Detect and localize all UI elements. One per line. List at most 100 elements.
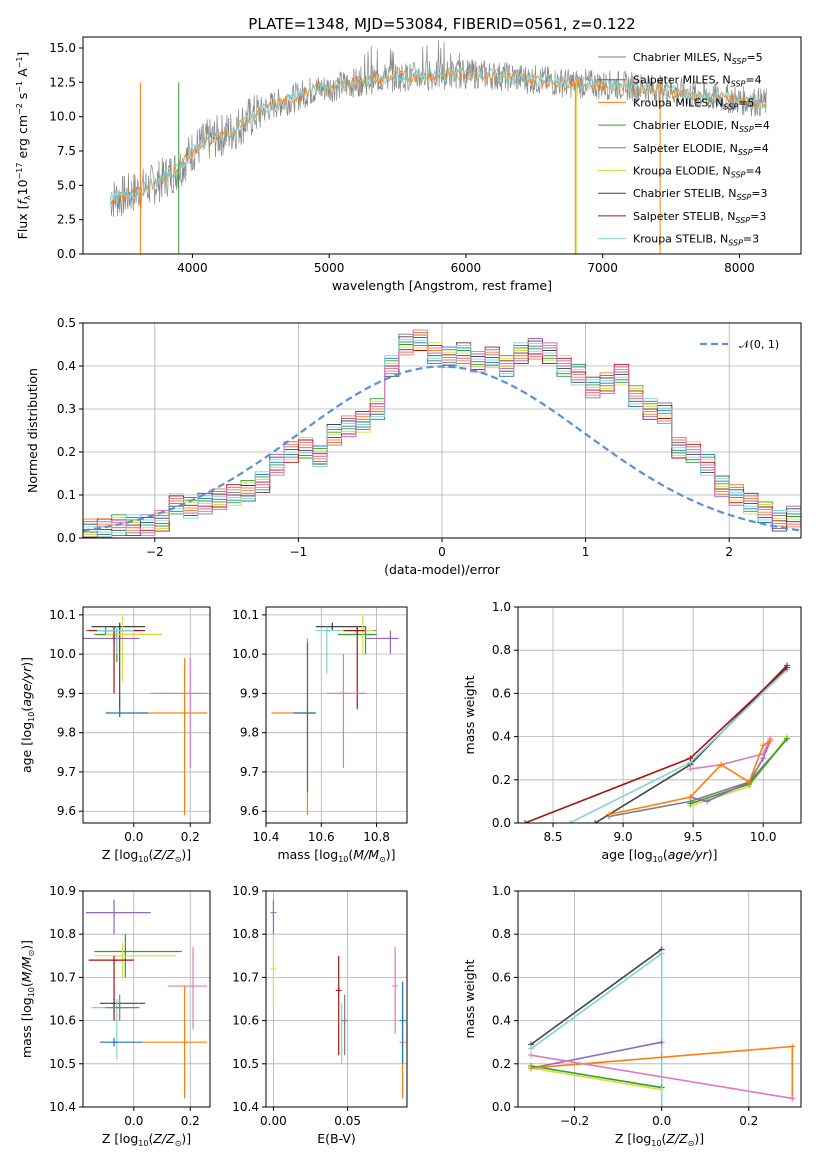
x-tick-label: −1 <box>290 545 308 559</box>
y-tick-label: 0.5 <box>57 316 76 330</box>
x-tick-label: 0.0 <box>124 830 143 844</box>
y-axis-label: age [log10(age/yr)] <box>19 657 36 773</box>
x-tick-label: 6000 <box>451 261 482 275</box>
y-tick-label: 0.8 <box>492 927 511 941</box>
y-tick-label: 0.4 <box>57 359 76 373</box>
y-tick-label: 10.6 <box>49 1014 76 1028</box>
y-tick-label: 0.0 <box>57 247 76 261</box>
y-axis-label: mass weight <box>462 959 477 1038</box>
axes-frame <box>517 606 802 824</box>
y-tick-label: 10.4 <box>49 1100 76 1114</box>
data-point <box>116 1004 123 1011</box>
y-tick-label: 10.7 <box>49 970 76 984</box>
x-tick-label: 4000 <box>177 261 208 275</box>
x-axis-label: wavelength [Angstrom, rest frame] <box>332 278 552 293</box>
y-tick-label: 0.2 <box>57 445 76 459</box>
y-tick-label: 10.9 <box>232 884 259 898</box>
data-point <box>113 627 120 634</box>
mass-weight-marker <box>658 1054 665 1061</box>
legend-label: Salpeter MILES, NSSP=4 <box>633 74 762 89</box>
axes-frame <box>82 322 802 539</box>
x-tick-label: 10.0 <box>750 830 777 844</box>
y-tick-label: 10.6 <box>232 1014 259 1028</box>
mass-weight-marker <box>658 1104 665 1107</box>
mass-weight-marker <box>783 735 790 742</box>
data-point <box>329 623 336 630</box>
legend-label: Kroupa ELODIE, NSSP=4 <box>633 165 762 180</box>
mass-weight-line <box>531 1045 794 1099</box>
x-tick-label: 8.5 <box>543 830 562 844</box>
data-point <box>362 631 369 638</box>
y-tick-label: 9.9 <box>57 686 76 700</box>
plot-area <box>83 329 801 538</box>
mass-weight-line <box>608 740 771 816</box>
mass-weight-line <box>530 1041 662 1069</box>
data-point <box>387 635 394 642</box>
mass-weight-marker <box>658 950 665 957</box>
y-tick-label: 0.0 <box>57 531 76 545</box>
mass-weight-marker <box>687 800 694 807</box>
mass-weight-line <box>594 664 788 823</box>
x-tick-label: 5000 <box>314 261 345 275</box>
mass-weight-marker <box>528 1065 535 1072</box>
y-tick-label: 10.1 <box>49 608 76 622</box>
legend-label: Kroupa STELIB, NSSP=3 <box>633 233 759 248</box>
mass-weight-marker <box>606 811 613 818</box>
x-tick-label: 0 <box>438 545 446 559</box>
mass-weight-marker <box>528 1045 535 1052</box>
data-point <box>116 710 123 717</box>
panel-5: 0.0 0.2 10.4 10.5 10.6 10.7 10.8 10.9 Z [log10(Z… <box>19 884 211 1148</box>
mass-weight-marker <box>746 778 753 785</box>
y-axis-label: mass weight <box>462 675 477 754</box>
plot-area <box>522 662 790 823</box>
y-tick-label: 2.5 <box>57 213 76 227</box>
x-tick-label: 10.6 <box>308 830 335 844</box>
mass-weight-marker <box>760 750 767 757</box>
y-tick-label: 10.9 <box>49 884 76 898</box>
data-point <box>340 690 347 697</box>
y-tick-label: 9.6 <box>240 804 259 818</box>
panel-2: 0.0 0.2 9.6 9.7 9.8 9.9 10.0 10.1 Z [log10(Z/Z⊙)… <box>19 606 211 864</box>
spectrum-model-line <box>110 67 767 204</box>
mass-weight-marker <box>658 1086 665 1093</box>
mass-weight-line <box>530 1054 793 1100</box>
data-point <box>122 948 129 955</box>
mass-weight-marker <box>522 820 529 823</box>
x-tick-label: 0.2 <box>181 1114 200 1128</box>
y-tick-label: 0.0 <box>492 816 511 830</box>
data-point <box>270 909 277 916</box>
y-tick-label: 9.7 <box>240 765 259 779</box>
legend-label: Chabrier MILES, NSSP=5 <box>633 51 763 66</box>
y-tick-label: 10.7 <box>232 970 259 984</box>
mass-weight-marker <box>687 794 694 801</box>
x-tick-label: 0.05 <box>334 1114 361 1128</box>
x-tick-label: 7000 <box>587 261 618 275</box>
y-tick-label: 0.0 <box>492 1100 511 1114</box>
data-point <box>111 957 118 964</box>
panel-6: 0.00 0.05 10.4 10.5 10.6 10.7 10.8 10.9 E(B-V) <box>232 884 408 1146</box>
y-tick-label: 10.1 <box>232 608 259 622</box>
panel-1: −2 −1 0 1 2 0.0 0.1 0.2 0.3 0.4 0.5 (data-model)/er… <box>25 316 802 577</box>
data-point <box>190 983 197 990</box>
x-tick-label: 10.8 <box>363 830 390 844</box>
x-tick-label: 10.4 <box>253 830 280 844</box>
x-tick-label: 1 <box>582 545 590 559</box>
x-tick-label: 9.5 <box>684 830 703 844</box>
y-tick-label: 10.0 <box>232 647 259 661</box>
y-axis-label: Flux [fλ10−17 erg cm−2 s−1 A−1] <box>15 52 32 240</box>
x-tick-label: 9.0 <box>614 830 633 844</box>
y-tick-label: 0.1 <box>57 488 76 502</box>
mass-weight-marker <box>566 820 573 823</box>
data-point <box>399 1017 406 1024</box>
mass-weight-marker <box>528 1052 535 1059</box>
mass-weight-marker <box>783 664 790 671</box>
mass-weight-line <box>530 948 663 1046</box>
plot-area <box>270 899 406 1099</box>
legend-label: Chabrier STELIB, NSSP=3 <box>633 187 767 202</box>
x-axis-label: Z [log10(Z/Z⊙)] <box>102 1131 191 1148</box>
mass-weight-marker <box>789 1043 796 1050</box>
x-tick-label: 0.2 <box>181 830 200 844</box>
x-axis-label: (data-model)/error <box>384 562 501 577</box>
data-point <box>111 909 118 916</box>
